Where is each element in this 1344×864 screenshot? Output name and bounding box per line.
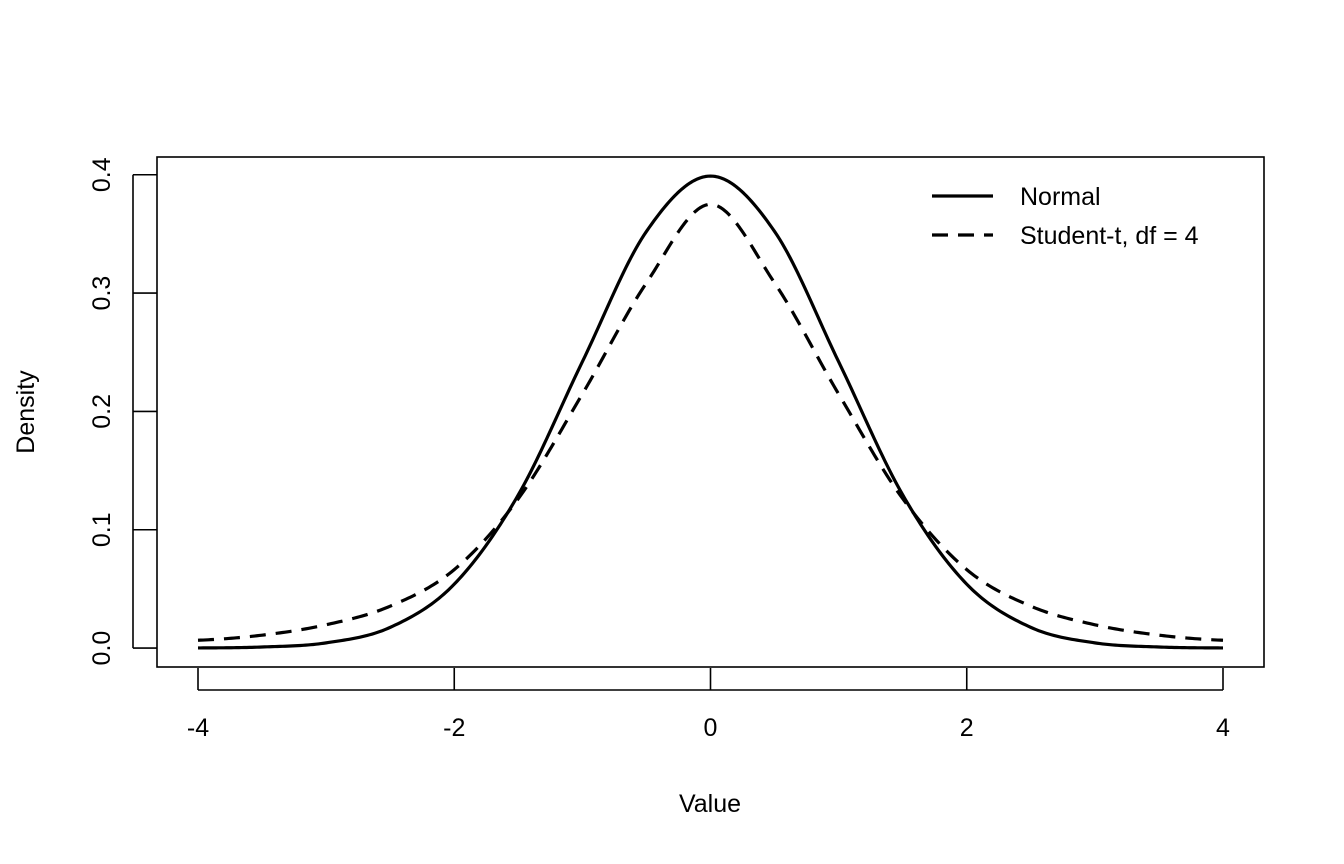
x-tick-label: 2	[960, 714, 974, 742]
y-tick-label: 0.3	[88, 276, 116, 311]
x-tick-label: 0	[704, 714, 718, 742]
x-axis: -4 -2 0 2 4	[187, 668, 1230, 742]
y-axis-title: Density	[12, 370, 40, 454]
x-tick-label: -2	[443, 714, 465, 742]
series-line-student-t	[197, 202, 1224, 642]
y-tick-label: 0.2	[88, 394, 116, 429]
x-tick-label: 4	[1216, 714, 1230, 742]
legend: Normal Student-t, df = 4	[932, 183, 1199, 250]
legend-label: Normal	[1020, 183, 1101, 211]
y-axis: 0.0 0.1 0.2 0.3 0.4	[88, 157, 157, 665]
y-tick-label: 0.0	[88, 631, 116, 666]
series-line-normal	[197, 174, 1224, 650]
x-tick-label: -4	[187, 714, 209, 742]
x-axis-title: Value	[679, 790, 741, 818]
y-tick-label: 0.1	[88, 512, 116, 547]
legend-label: Student-t, df = 4	[1020, 222, 1199, 250]
y-tick-label: 0.4	[88, 157, 116, 192]
series-lines	[197, 174, 1224, 650]
